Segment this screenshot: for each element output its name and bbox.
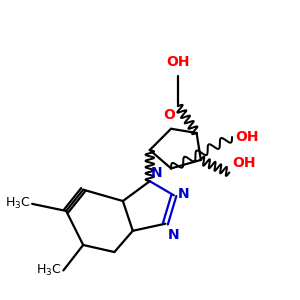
Text: H$_3$C: H$_3$C [5,196,31,212]
Text: OH: OH [167,55,190,69]
Text: H$_3$C: H$_3$C [36,263,62,278]
Text: N: N [151,166,163,180]
Text: OH: OH [232,156,256,170]
Text: O: O [164,108,176,122]
Text: N: N [168,228,180,242]
Text: OH: OH [235,130,258,144]
Text: N: N [178,187,190,201]
